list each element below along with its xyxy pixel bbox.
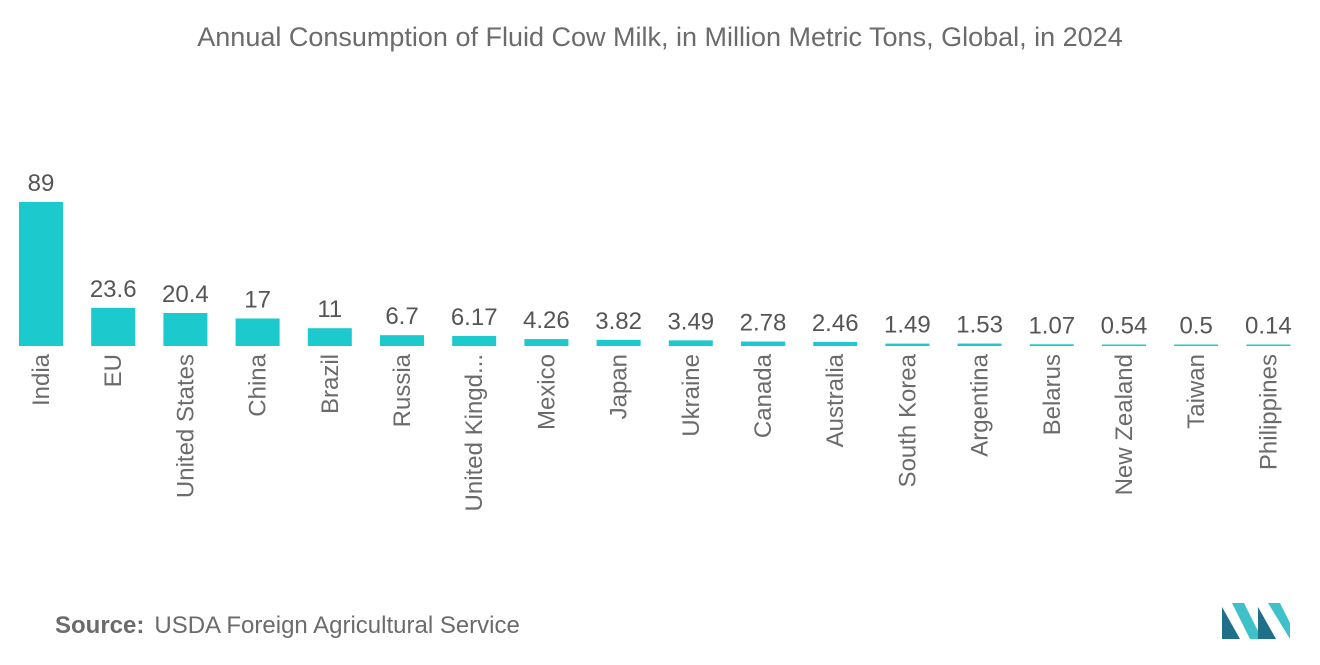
source-label: Source: (55, 612, 145, 639)
bar-argentina (957, 343, 1002, 346)
brand-logo-icon (1222, 603, 1290, 639)
bar-united-kingd (452, 336, 497, 346)
chart-title: Annual Consumption of Fluid Cow Milk, in… (197, 22, 1123, 52)
bar-philippines (1246, 344, 1291, 346)
x-tick-label: Australia (822, 353, 849, 447)
bar-eu (91, 307, 136, 346)
bar-china (235, 318, 280, 346)
x-tick-label: Philippines (1255, 354, 1282, 470)
x-tick-label: Belarus (1039, 354, 1066, 435)
x-tick-label: South Korea (894, 353, 921, 487)
data-label: 1.07 (1028, 312, 1075, 339)
bar-japan (596, 339, 641, 346)
x-tick-label: United Kingd... (461, 354, 488, 511)
bar-chart: 89 India 23.6 EU 20.4 United States 17 China 11 B… (19, 170, 1292, 511)
data-label: 3.49 (667, 308, 714, 335)
data-label: 23.6 (90, 276, 137, 303)
x-tick-label: India (28, 353, 55, 406)
x-tick-label: United States (172, 354, 199, 498)
x-tick-label: Brazil (317, 354, 344, 414)
x-tick-label: New Zealand (1111, 354, 1138, 495)
data-label: 89 (28, 170, 55, 197)
data-label: 0.5 (1180, 313, 1213, 340)
data-label: 17 (244, 286, 271, 313)
bar-belarus (1029, 344, 1074, 346)
bar-india (19, 202, 63, 346)
bar-south-korea (885, 343, 930, 346)
bar-new-zealand (1102, 344, 1146, 346)
data-label: 6.7 (385, 303, 418, 330)
bar-russia (380, 335, 424, 346)
bar-canada (741, 341, 785, 346)
bar-australia (813, 342, 858, 346)
x-tick-label: Russia (389, 353, 416, 427)
data-label: 6.17 (451, 304, 498, 331)
x-tick-label: China (245, 353, 272, 416)
x-tick-label: Argentina (967, 353, 994, 456)
data-label: 2.46 (812, 310, 859, 337)
x-tick-label: Mexico (533, 354, 560, 430)
bar-ukraine (668, 340, 713, 346)
data-label: 0.14 (1245, 313, 1292, 340)
data-label: 1.53 (956, 312, 1003, 339)
data-label: 11 (317, 296, 342, 323)
data-label: 1.49 (884, 312, 931, 339)
x-tick-label: Canada (750, 353, 777, 438)
bar-mexico (524, 339, 569, 346)
bar-taiwan (1174, 344, 1219, 346)
source-text: USDA Foreign Agricultural Service (154, 612, 520, 639)
x-tick-label: EU (100, 354, 127, 387)
data-label: 3.82 (595, 308, 642, 335)
data-label: 0.54 (1101, 313, 1148, 340)
x-tick-label: Taiwan (1183, 354, 1210, 429)
bar-united-states (163, 312, 208, 346)
x-tick-label: Japan (606, 354, 633, 419)
source-line: Source: USDA Foreign Agricultural Service (55, 612, 520, 640)
x-tick-label: Ukraine (678, 354, 705, 437)
data-label: 20.4 (162, 281, 209, 308)
data-label: 2.78 (740, 310, 787, 337)
data-label: 4.26 (523, 307, 570, 334)
bar-brazil (307, 328, 352, 346)
